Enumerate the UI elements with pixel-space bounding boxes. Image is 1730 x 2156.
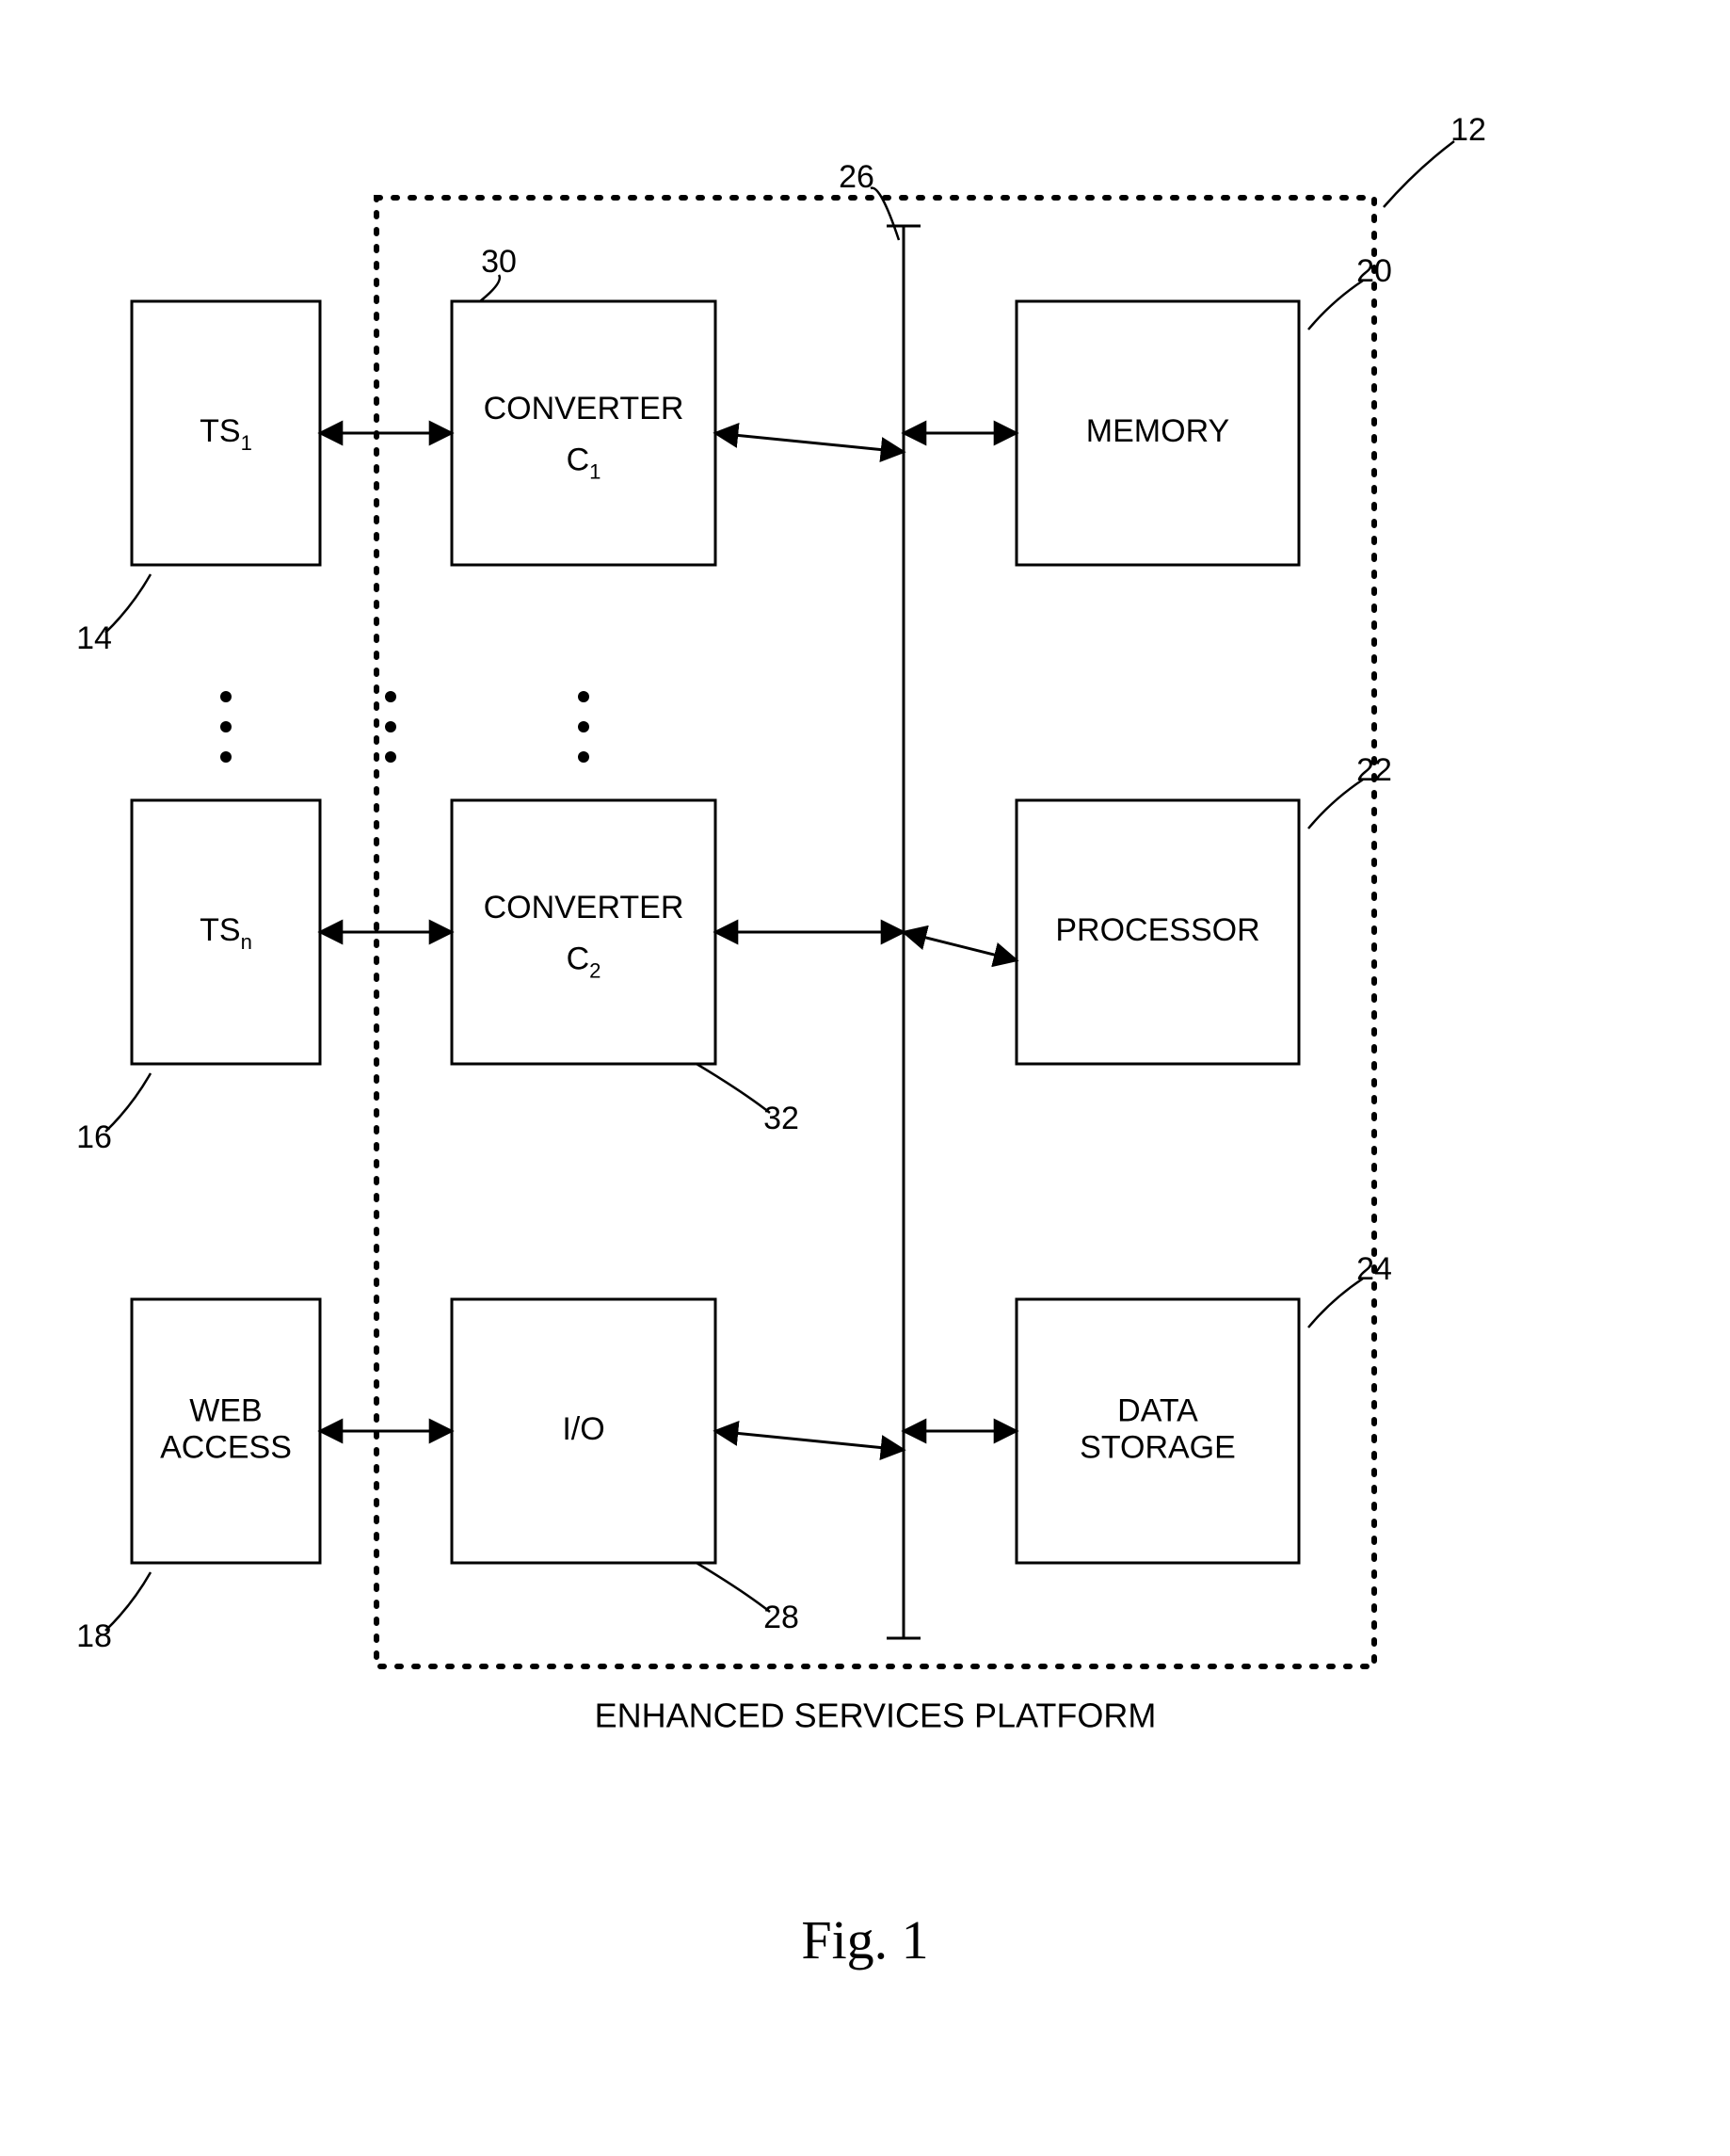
ref-22: 22 [1356,752,1392,788]
ellipsis-dot [385,721,396,732]
block-c2 [452,800,715,1064]
ref-32: 32 [763,1101,799,1136]
ellipsis-dot [578,721,589,732]
ellipsis-dot [385,691,396,702]
svg-text:I/O: I/O [562,1411,604,1447]
ref-16: 16 [76,1119,112,1155]
block-diagram: 2612TS114TSn16WEBACCESS18CONVERTERC130CO… [38,56,1692,2100]
ref-24: 24 [1356,1251,1392,1287]
ref-30: 30 [481,244,517,280]
figure-caption: Fig. 1 [801,1909,928,1971]
ref-14: 14 [76,620,112,656]
conn-c1-bus [715,433,904,452]
svg-text:PROCESSOR: PROCESSOR [1055,912,1259,948]
ref-20: 20 [1356,253,1392,289]
svg-text:DATA: DATA [1117,1392,1198,1428]
ref-12: 12 [1450,112,1486,148]
platform-label: ENHANCED SERVICES PLATFORM [595,1697,1157,1735]
ref-28: 28 [763,1600,799,1635]
ellipsis-dot [578,751,589,763]
ellipsis-dot [578,691,589,702]
svg-text:STORAGE: STORAGE [1080,1430,1236,1466]
block-c1 [452,301,715,565]
ref-26: 26 [839,159,874,195]
svg-text:ACCESS: ACCESS [160,1430,292,1466]
svg-text:MEMORY: MEMORY [1086,413,1229,449]
ellipsis-dot [220,751,232,763]
ref-18: 18 [76,1618,112,1654]
svg-text:WEB: WEB [189,1392,262,1428]
conn-io-bus [715,1431,904,1450]
conn-bus-processor [904,932,1017,960]
svg-text:CONVERTER: CONVERTER [484,391,684,426]
svg-text:CONVERTER: CONVERTER [484,890,684,925]
ellipsis-dot [220,691,232,702]
ellipsis-dot [385,751,396,763]
ellipsis-dot [220,721,232,732]
